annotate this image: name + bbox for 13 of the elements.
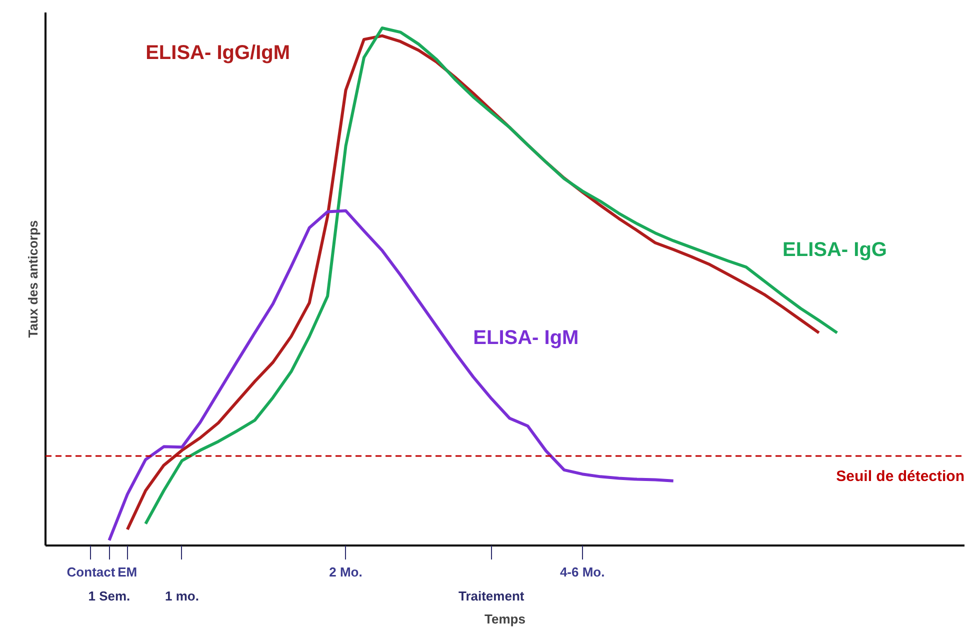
x-tick-label: 1 Sem.	[88, 588, 130, 604]
ref-line-label: Seuil de détection	[836, 468, 964, 485]
x-tick-label: 1 mo.	[165, 588, 199, 604]
x-tick-label: 4-6 Mo.	[560, 564, 605, 580]
x-tick-label: Contact	[66, 564, 116, 580]
x-tick-label: EM	[118, 564, 138, 580]
series-label: ELISA- IgM	[473, 326, 579, 349]
y-axis-title: Taux des anticorps	[26, 220, 40, 338]
series-label: ELISA- IgG	[782, 238, 887, 261]
text: ELISA- IgG/IgM	[146, 42, 290, 64]
x-tick-label: 2 Mo.	[329, 564, 362, 580]
x-axis-title: Temps	[484, 612, 526, 626]
x-tick-label: Traitement	[458, 588, 525, 604]
